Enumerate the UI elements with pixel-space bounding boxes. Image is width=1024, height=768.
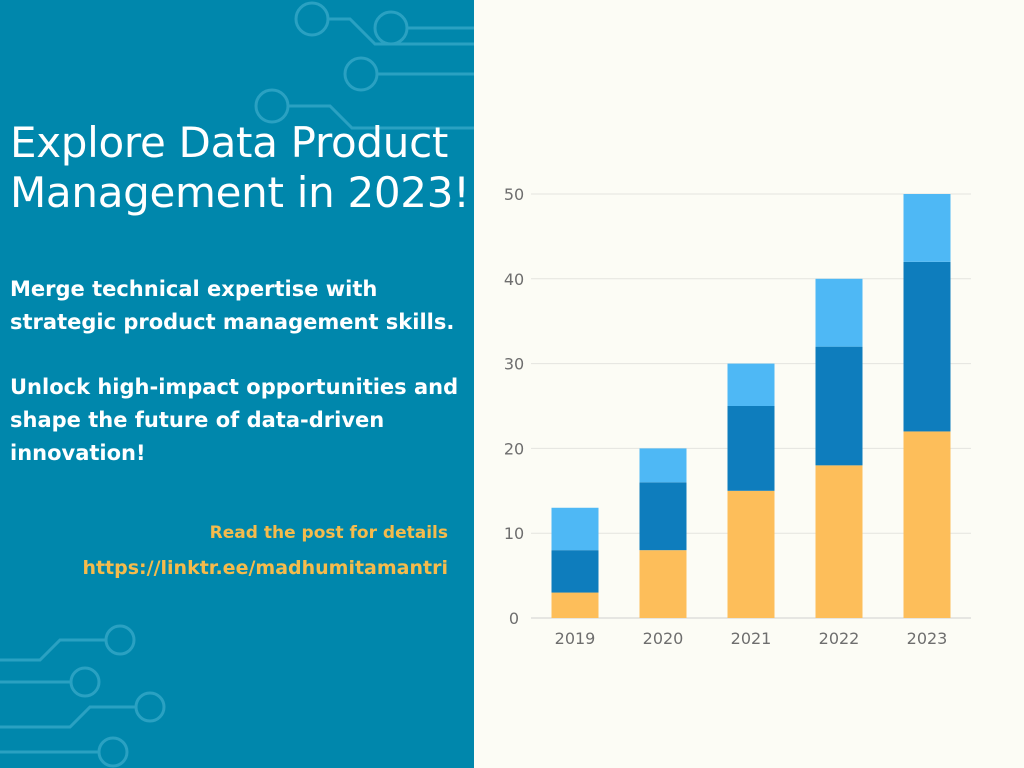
intro-paragraph: Merge technical expertise with strategic… xyxy=(10,273,470,339)
opportunity-line-2: shape the future of data-driven xyxy=(10,408,385,432)
x-tick-label-2022: 2022 xyxy=(819,629,860,648)
opportunity-line-3: innovation! xyxy=(10,441,146,465)
y-tick-label-40: 40 xyxy=(504,270,524,289)
bar-2020-segment-3 xyxy=(639,448,687,483)
bar-2021-segment-2 xyxy=(727,406,775,491)
opportunity-paragraph: Unlock high-impact opportunities and sha… xyxy=(10,371,470,470)
bar-2022-segment-2 xyxy=(815,346,863,466)
bar-2019-segment-1 xyxy=(551,592,599,618)
call-to-action: Read the post for details xyxy=(209,523,448,543)
bar-2019-segment-2 xyxy=(551,550,599,593)
intro-line-1: Merge technical expertise with xyxy=(10,277,378,301)
headline: Explore Data Product Management in 2023! xyxy=(10,118,470,218)
intro-line-2: strategic product management skills. xyxy=(10,310,455,334)
y-tick-label-0: 0 xyxy=(509,609,519,628)
y-tick-label-50: 50 xyxy=(504,185,524,204)
stacked-bar-chart: 0 10 20 30 40 50 2019 2020 2021 2022 2023 xyxy=(504,185,971,648)
opportunity-line-1: Unlock high-impact opportunities and xyxy=(10,375,459,399)
headline-line-1: Explore Data Product xyxy=(10,118,449,167)
y-tick-label-30: 30 xyxy=(504,355,524,374)
y-tick-label-10: 10 xyxy=(504,524,524,543)
bar-2021-segment-1 xyxy=(727,490,775,618)
x-tick-label-2020: 2020 xyxy=(643,629,684,648)
bar-2023-segment-3 xyxy=(903,194,951,262)
bar-2020-segment-1 xyxy=(639,550,687,618)
bar-2021-segment-3 xyxy=(727,363,775,406)
bars xyxy=(551,194,951,618)
circuit-decoration-top xyxy=(0,1,474,768)
x-tick-label-2023: 2023 xyxy=(907,629,948,648)
y-tick-label-20: 20 xyxy=(504,439,524,458)
bar-2022-segment-1 xyxy=(815,465,863,618)
x-tick-label-2021: 2021 xyxy=(731,629,772,648)
x-tick-label-2019: 2019 xyxy=(555,629,596,648)
headline-line-2: Management in 2023! xyxy=(10,168,470,217)
bar-2022-segment-3 xyxy=(815,278,863,347)
bar-2023-segment-2 xyxy=(903,261,951,432)
left-panel: Explore Data Product Management in 2023!… xyxy=(0,0,474,768)
profile-link[interactable]: https://linktr.ee/madhumitamantri xyxy=(82,557,448,579)
bar-2023-segment-1 xyxy=(903,431,951,618)
axis-ticks: 0 10 20 30 40 50 2019 2020 2021 2022 2023 xyxy=(504,185,948,648)
bar-2020-segment-2 xyxy=(639,482,687,551)
bar-2019-segment-3 xyxy=(551,507,599,551)
